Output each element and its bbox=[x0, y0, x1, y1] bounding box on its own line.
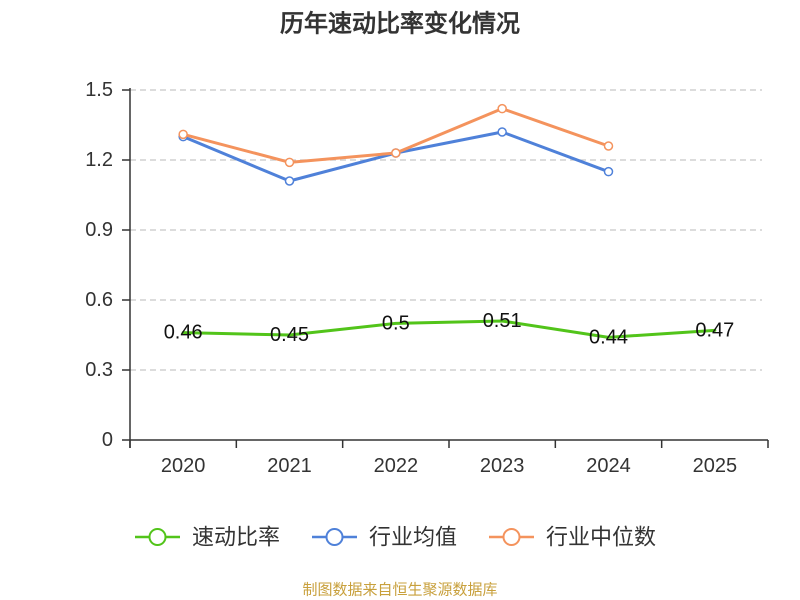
legend-item-quick-ratio[interactable]: 速动比率 bbox=[135, 525, 280, 550]
legend-label-industry-average: 行业均值 bbox=[369, 525, 457, 550]
data-label-quick-ratio: 0.47 bbox=[695, 319, 734, 341]
legend-item-industry-median[interactable]: 行业中位数 bbox=[489, 525, 656, 550]
plot-area: 0 0.3 0.6 0.9 1.2 1.5 2020 2021 2022 2023 2024 2025… bbox=[85, 79, 769, 477]
y-tick-label: 0.6 bbox=[85, 289, 113, 311]
x-tick-label: 2025 bbox=[693, 455, 738, 477]
x-tick-label: 2021 bbox=[267, 455, 312, 477]
data-source-footer: 制图数据来自恒生聚源数据库 bbox=[302, 582, 497, 599]
legend-marker-industry-median bbox=[502, 528, 521, 546]
y-tick-label: 1.2 bbox=[85, 149, 113, 171]
data-point-industry-median bbox=[178, 129, 188, 140]
data-label-quick-ratio: 0.5 bbox=[382, 312, 410, 334]
data-label-quick-ratio: 0.45 bbox=[270, 324, 309, 346]
series-industry-median bbox=[178, 103, 614, 168]
data-label-quick-ratio: 0.46 bbox=[164, 322, 203, 344]
y-axis: 0 0.3 0.6 0.9 1.2 1.5 bbox=[85, 79, 131, 451]
data-point-industry-average bbox=[497, 127, 507, 137]
x-tick-label: 2023 bbox=[480, 455, 525, 477]
data-point-industry-average bbox=[284, 176, 295, 186]
chart-title: 历年速动比率变化情况 bbox=[280, 10, 520, 38]
data-point-industry-average bbox=[603, 166, 614, 177]
y-tick-label: 0.3 bbox=[85, 359, 113, 381]
legend-item-industry-average[interactable]: 行业均值 bbox=[312, 525, 457, 550]
data-label-quick-ratio: 0.51 bbox=[483, 310, 522, 332]
y-tick-label: 0.9 bbox=[85, 219, 113, 241]
legend-label-quick-ratio: 速动比率 bbox=[192, 525, 280, 550]
data-point-industry-median bbox=[391, 148, 401, 158]
legend-marker-industry-average bbox=[325, 528, 344, 546]
data-point-industry-median bbox=[284, 157, 295, 168]
x-tick-label: 2020 bbox=[161, 455, 206, 477]
x-axis: 2020 2021 2022 2023 2024 2025 bbox=[129, 439, 769, 477]
y-tick-label: 0 bbox=[102, 429, 113, 451]
x-tick-label: 2022 bbox=[374, 455, 419, 477]
y-tick-label: 1.5 bbox=[85, 79, 113, 101]
legend: 速动比率 行业均值 行业中位数 bbox=[135, 525, 656, 550]
series-line-quick-ratio bbox=[181, 319, 717, 339]
legend-marker-quick-ratio bbox=[148, 528, 167, 546]
data-point-industry-median bbox=[603, 141, 614, 151]
data-label-quick-ratio: 0.44 bbox=[589, 326, 628, 348]
data-point-industry-median bbox=[497, 103, 507, 114]
series-quick-ratio: 0.46 0.45 0.5 0.51 0.44 0.47 bbox=[164, 310, 735, 348]
legend-label-industry-median: 行业中位数 bbox=[546, 525, 656, 550]
x-tick-label: 2024 bbox=[586, 455, 631, 477]
